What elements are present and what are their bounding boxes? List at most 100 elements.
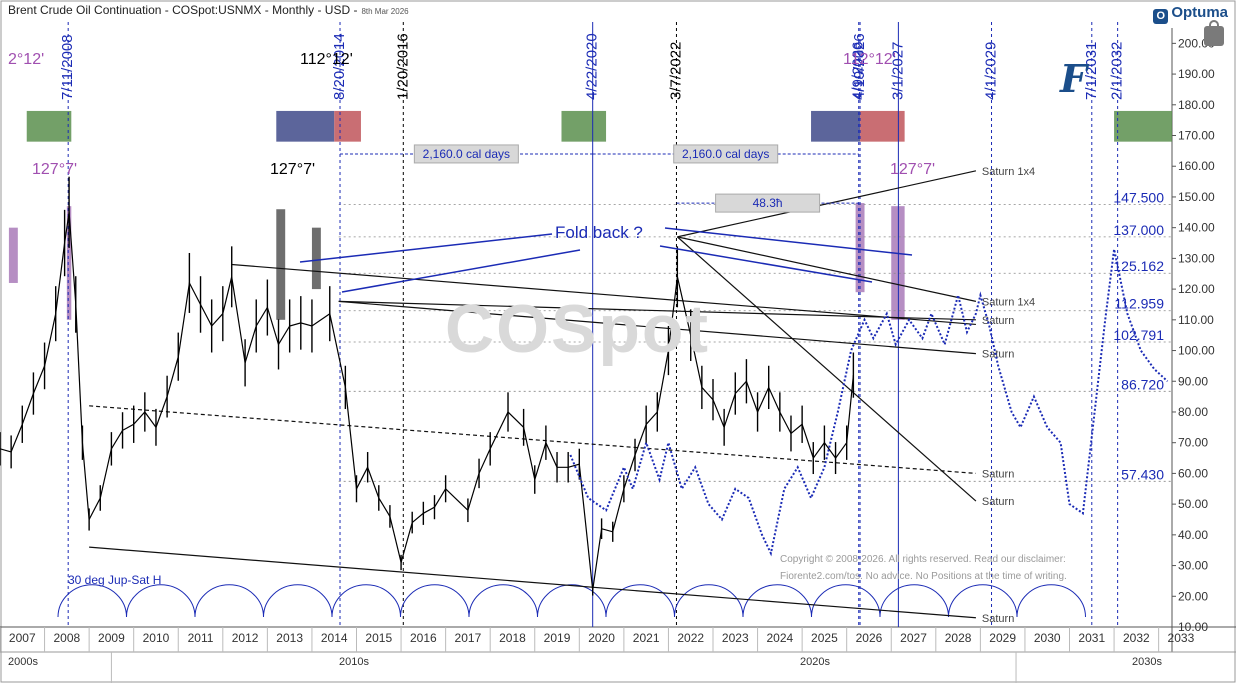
fold-back-annotation: Fold back ? [555,223,643,242]
fiorente-logo: F [1060,56,1087,101]
x-tick-label: 2025 [811,631,838,645]
copyright-notice: Copyright © 2008-2026. All rights reserv… [780,551,1067,585]
trend-line [677,236,977,302]
watermark-text: COSpot [445,291,711,367]
price-level-label: 112.959 [1114,296,1164,312]
price-level-label: 147.500 [1113,190,1164,206]
marker-bar [8,227,18,283]
cycle-arc [811,584,881,618]
day-count-box [673,144,779,164]
fold-back-arrow [664,227,913,256]
astro-zone [276,110,335,142]
angle-annotation: 2°12' [8,51,44,68]
date-line-label: 8/20/2014 [331,33,348,100]
x-tick-label: 2030 [1034,631,1061,645]
x-tick-label: 2023 [722,631,749,645]
y-tick-label: 40.00 [1178,528,1208,542]
price-level-label: 102.791 [1113,327,1164,343]
date-line-label: 1/20/2016 [394,33,411,100]
trend-line-label: Saturn 1x4 [982,296,1035,308]
decade-label: 2010s [339,656,369,668]
x-tick-label: 2015 [365,631,392,645]
y-tick-label: 150.00 [1178,190,1215,204]
date-line-label: 3/1/2027 [889,42,906,100]
cycle-arc [742,584,812,618]
trend-line [338,300,976,355]
trend-line-label: Saturn [982,468,1014,480]
trend-line-label: Saturn [982,349,1014,361]
astro-zone [334,110,361,142]
copyright-line-2: Fiorente2.com/tos. No advice. No Positio… [780,571,1067,582]
trend-line-label: Saturn [982,613,1014,625]
cycle-arc [263,584,333,618]
trend-line-label: Saturn [982,315,1014,327]
trend-line [338,300,976,321]
x-tick-label: 2018 [499,631,526,645]
brand-name: Optuma [1171,4,1228,21]
trend-line [89,546,976,619]
day-count-box [715,193,821,213]
marker-bar [66,206,72,320]
day-count-label: 48.3ħ [753,196,783,210]
cycle-arc [194,584,264,618]
cycle-arc [1016,584,1086,618]
date-line-label: 4/19/2026 [851,33,868,100]
decade-label: 2030s [1132,656,1162,668]
x-tick-label: 2024 [766,631,793,645]
y-tick-label: 50.00 [1178,497,1208,511]
lock-icon[interactable] [1204,20,1224,46]
trend-line [89,405,976,475]
x-tick-label: 2009 [98,631,125,645]
x-tick-label: 2011 [188,631,214,645]
chart-title: Brent Crude Oil Continuation - COSpot:US… [8,3,409,17]
x-tick-label: 2029 [989,631,1016,645]
x-tick-label: 2014 [321,631,348,645]
x-tick-label: 2013 [276,631,303,645]
cycle-arc [57,584,127,618]
date-line-label: 4/9/2026 [850,42,867,100]
day-count-label: 2,160.0 cal days [423,147,510,161]
decade-label: 2000s [8,656,38,668]
cycle-arc [537,584,607,618]
price-series [0,212,854,591]
x-tick-label: 2031 [1078,631,1105,645]
y-tick-label: 10.00 [1178,620,1208,634]
price-level-label: 125.162 [1113,258,1164,274]
x-tick-label: 2019 [544,631,571,645]
date-line-label: 7/1/2031 [1083,42,1100,100]
angle-annotation: 112°12' [843,51,896,68]
x-tick-label: 2032 [1123,631,1150,645]
price-level-label: 57.430 [1121,466,1164,482]
cycle-arc [674,584,744,618]
cycle-arc [400,584,470,618]
date-line-label: 3/7/2022 [667,42,684,100]
chart-date: 8th Mar 2026 [361,7,409,16]
y-tick-label: 70.00 [1178,436,1208,450]
chart-title-text: Brent Crude Oil Continuation - COSpot:US… [8,3,358,17]
y-tick-label: 60.00 [1178,466,1208,480]
cycle-arc [331,584,401,618]
x-tick-label: 2012 [232,631,259,645]
x-tick-label: 2027 [900,631,927,645]
y-tick-label: 30.00 [1178,559,1208,573]
price-level-label: 137.000 [1113,222,1164,238]
cycle-arc [126,584,196,618]
date-line-label: 4/1/2029 [983,42,1000,100]
date-line-label: 7/11/2008 [59,34,76,100]
trend-line-label: Saturn [982,496,1014,508]
jup-sat-annotation: 30 deg Jup-Sat H [68,573,161,587]
y-tick-label: 130.00 [1178,251,1215,265]
angle-annotation: 127°7' [890,161,935,178]
y-tick-label: 170.00 [1178,129,1215,143]
x-tick-label: 2022 [677,631,704,645]
astro-zone [860,110,905,142]
trend-line [231,263,976,326]
marker-bar [855,203,865,293]
y-tick-label: 100.00 [1178,344,1215,358]
astro-zone [561,110,607,142]
x-tick-label: 2016 [410,631,437,645]
date-line-label: 4/22/2020 [584,33,601,100]
angle-annotation: 112°12' [300,51,353,68]
